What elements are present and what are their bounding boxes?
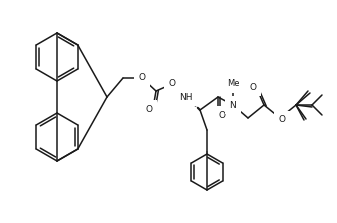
Text: O: O bbox=[139, 74, 146, 83]
Text: N: N bbox=[229, 101, 236, 109]
Text: O: O bbox=[278, 116, 285, 124]
Text: Me: Me bbox=[227, 80, 239, 89]
Text: NH: NH bbox=[179, 93, 193, 101]
Text: O: O bbox=[146, 105, 153, 114]
Text: O: O bbox=[218, 111, 225, 120]
Text: O: O bbox=[168, 80, 176, 89]
Text: O: O bbox=[249, 83, 256, 91]
